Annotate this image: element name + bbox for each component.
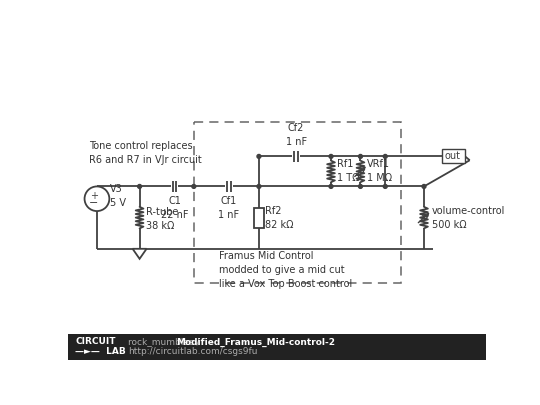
Circle shape (383, 154, 387, 158)
Text: V3
5 V: V3 5 V (110, 184, 126, 208)
Text: —►—  LAB: —►— LAB (75, 347, 126, 356)
Text: VRf1
1 MΩ: VRf1 1 MΩ (367, 160, 392, 183)
Polygon shape (133, 249, 146, 259)
Text: http://circuitlab.com/csgs9fu: http://circuitlab.com/csgs9fu (128, 347, 258, 356)
Circle shape (359, 154, 362, 158)
Text: out: out (444, 151, 461, 162)
Text: Tone control replaces
R6 and R7 in VJr circuit: Tone control replaces R6 and R7 in VJr c… (89, 141, 202, 165)
Text: C1
22 nF: C1 22 nF (161, 196, 188, 220)
Bar (194, 122, 401, 284)
Bar (68, 333, 486, 360)
Circle shape (138, 185, 141, 188)
Text: Modified_Framus_Mid-control-2: Modified_Framus_Mid-control-2 (176, 337, 335, 347)
Bar (442, 149, 465, 163)
Circle shape (257, 185, 261, 188)
Text: CIRCUIT: CIRCUIT (75, 337, 116, 346)
Circle shape (329, 154, 333, 158)
Text: −: − (89, 198, 98, 208)
Text: volume-control
500 kΩ: volume-control 500 kΩ (432, 206, 505, 230)
Text: rock_mumbles /: rock_mumbles / (128, 337, 202, 346)
Text: Framus Mid Control
modded to give a mid cut
like a Vox Top Boost control: Framus Mid Control modded to give a mid … (219, 251, 352, 289)
Circle shape (383, 185, 387, 188)
Bar (253, 208, 265, 228)
Circle shape (192, 185, 196, 188)
Circle shape (359, 185, 362, 188)
Text: Rf1
1 TΩ: Rf1 1 TΩ (337, 160, 360, 183)
Text: R-tube
38 kΩ: R-tube 38 kΩ (146, 207, 178, 231)
Circle shape (422, 185, 426, 188)
Text: +: + (90, 191, 98, 200)
Circle shape (85, 186, 110, 211)
Text: Cf2
1 nF: Cf2 1 nF (286, 123, 307, 147)
Text: Rf2
82 kΩ: Rf2 82 kΩ (265, 206, 294, 230)
Text: Cf1
1 nF: Cf1 1 nF (218, 196, 239, 220)
Circle shape (257, 154, 261, 158)
Circle shape (329, 185, 333, 188)
